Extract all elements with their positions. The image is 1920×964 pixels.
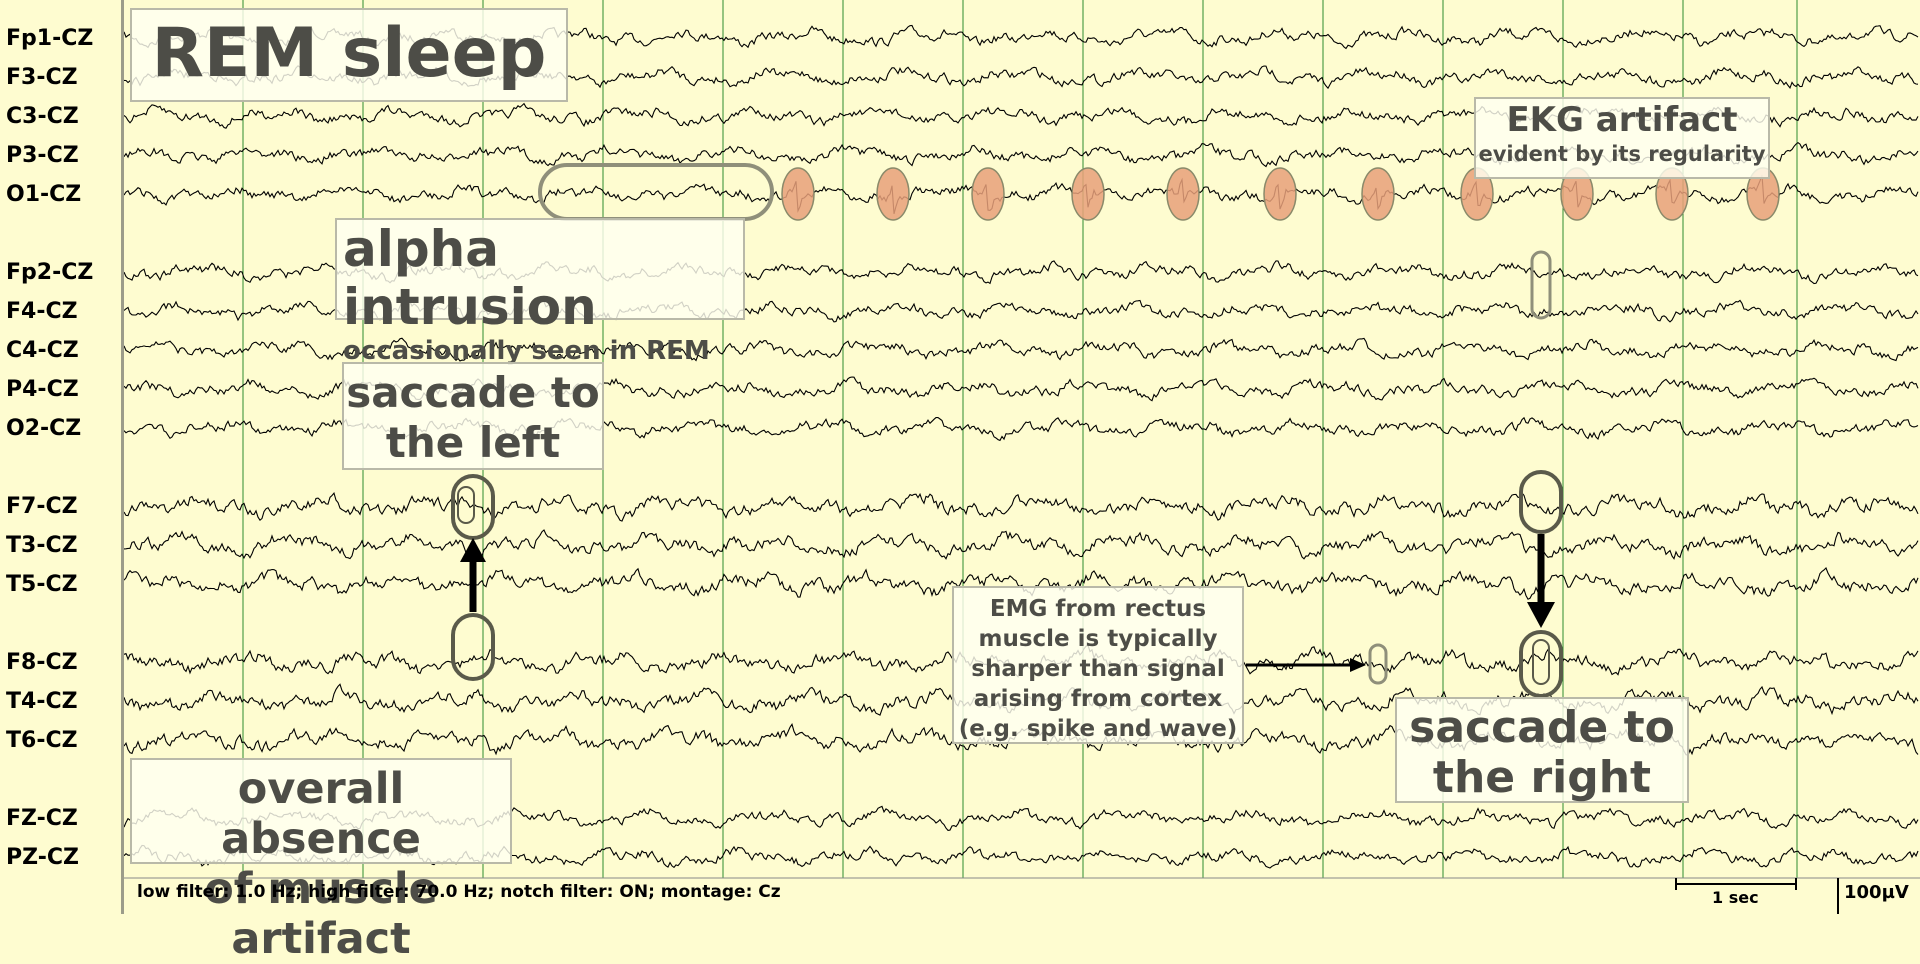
channel-label-f4: F4-CZ bbox=[6, 299, 78, 324]
channel-label-p4: P4-CZ bbox=[6, 377, 79, 402]
channel-label-f8: F8-CZ bbox=[6, 650, 78, 675]
time-scale-label: 1 sec bbox=[1712, 888, 1759, 907]
saccade-right-oval-top bbox=[1519, 470, 1563, 534]
eeg-trace bbox=[123, 491, 1919, 522]
emg-arrowhead bbox=[1350, 658, 1366, 672]
channel-label-c3: C3-CZ bbox=[6, 104, 79, 129]
saccade-left-oval-inner bbox=[457, 486, 475, 524]
alpha-callout-subtitle: occasionally seen in REM bbox=[343, 336, 710, 366]
emg-line-4: arising from cortex bbox=[973, 686, 1223, 712]
amplitude-scale-label: 100µV bbox=[1844, 882, 1909, 903]
channel-label-fz: FZ-CZ bbox=[6, 806, 78, 831]
channel-label-o1: O1-CZ bbox=[6, 182, 82, 207]
eeg-trace bbox=[123, 174, 1919, 214]
channel-label-fp2: Fp2-CZ bbox=[6, 260, 94, 285]
fp2-oval bbox=[1530, 250, 1552, 320]
channel-label-f7: F7-CZ bbox=[6, 494, 78, 519]
channel-label-f3: F3-CZ bbox=[6, 65, 78, 90]
channel-label-t4: T4-CZ bbox=[6, 689, 78, 714]
ekg-marker bbox=[1166, 167, 1200, 221]
emg-line-2: muscle is typically bbox=[978, 626, 1218, 652]
ekg-marker bbox=[971, 167, 1005, 221]
alpha-intrusion-callout: alpha intrusion occasionally seen in REM bbox=[335, 218, 745, 366]
saccade-left-oval-bottom bbox=[451, 613, 495, 681]
saccade-right-line1: saccade to bbox=[1409, 702, 1675, 753]
channel-label-column: Fp1-CZ F3-CZ C3-CZ P3-CZ O1-CZ Fp2-CZ F4… bbox=[0, 0, 124, 914]
emg-callout: EMG from rectus muscle is typically shar… bbox=[952, 586, 1244, 744]
saccade-right-line2: the right bbox=[1432, 752, 1652, 803]
eeg-trace bbox=[123, 337, 1919, 362]
ekg-marker bbox=[781, 167, 815, 221]
channel-label-o2: O2-CZ bbox=[6, 416, 82, 441]
saccade-left-line2: the left bbox=[385, 418, 561, 467]
emg-line-1: EMG from rectus bbox=[989, 596, 1207, 622]
saccade-right-oval-bottom bbox=[1519, 630, 1563, 698]
ekg-marker bbox=[1361, 167, 1395, 221]
ekg-marker bbox=[876, 167, 910, 221]
saccade-right-callout: saccade to the right bbox=[1395, 697, 1689, 803]
ekg-callout-subtitle: evident by its regularity bbox=[1478, 142, 1766, 166]
ekg-callout-title: EKG artifact bbox=[1506, 100, 1738, 140]
emg-line-3: sharper than signal bbox=[971, 656, 1225, 682]
channel-label-c4: C4-CZ bbox=[6, 338, 79, 363]
saccade-left-line1: saccade to bbox=[346, 368, 600, 417]
filter-settings: low filter: 1.0 Hz; high filter: 70.0 Hz… bbox=[137, 882, 781, 902]
muscle-line2: of muscle artifact bbox=[204, 864, 438, 964]
channel-label-t6: T6-CZ bbox=[6, 728, 78, 753]
ekg-artifact-callout: EKG artifact evident by its regularity bbox=[1474, 97, 1770, 179]
channel-label-pz: PZ-CZ bbox=[6, 845, 79, 870]
muscle-artifact-callout: overall absence of muscle artifact bbox=[130, 758, 512, 964]
alpha-callout-title: alpha intrusion bbox=[343, 220, 597, 336]
eeg-traces bbox=[121, 0, 1920, 914]
channel-label-p3: P3-CZ bbox=[6, 143, 79, 168]
page-title: REM sleep bbox=[130, 8, 568, 102]
emg-line-5: (e.g. spike and wave) bbox=[958, 716, 1238, 742]
saccade-left-arrowhead bbox=[460, 538, 486, 562]
channel-label-t3: T3-CZ bbox=[6, 533, 78, 558]
saccade-right-oval-inner bbox=[1532, 639, 1550, 685]
ekg-marker bbox=[1263, 167, 1297, 221]
emg-oval bbox=[1368, 643, 1388, 685]
ekg-marker bbox=[1071, 167, 1105, 221]
channel-label-t5: T5-CZ bbox=[6, 572, 78, 597]
channel-label-fp1: Fp1-CZ bbox=[6, 26, 94, 51]
eeg-trace bbox=[123, 567, 1919, 600]
eeg-trace bbox=[123, 529, 1919, 560]
saccade-right-arrowhead bbox=[1527, 602, 1555, 628]
saccade-left-callout: saccade to the left bbox=[342, 362, 604, 470]
muscle-line1: overall absence bbox=[221, 764, 421, 864]
